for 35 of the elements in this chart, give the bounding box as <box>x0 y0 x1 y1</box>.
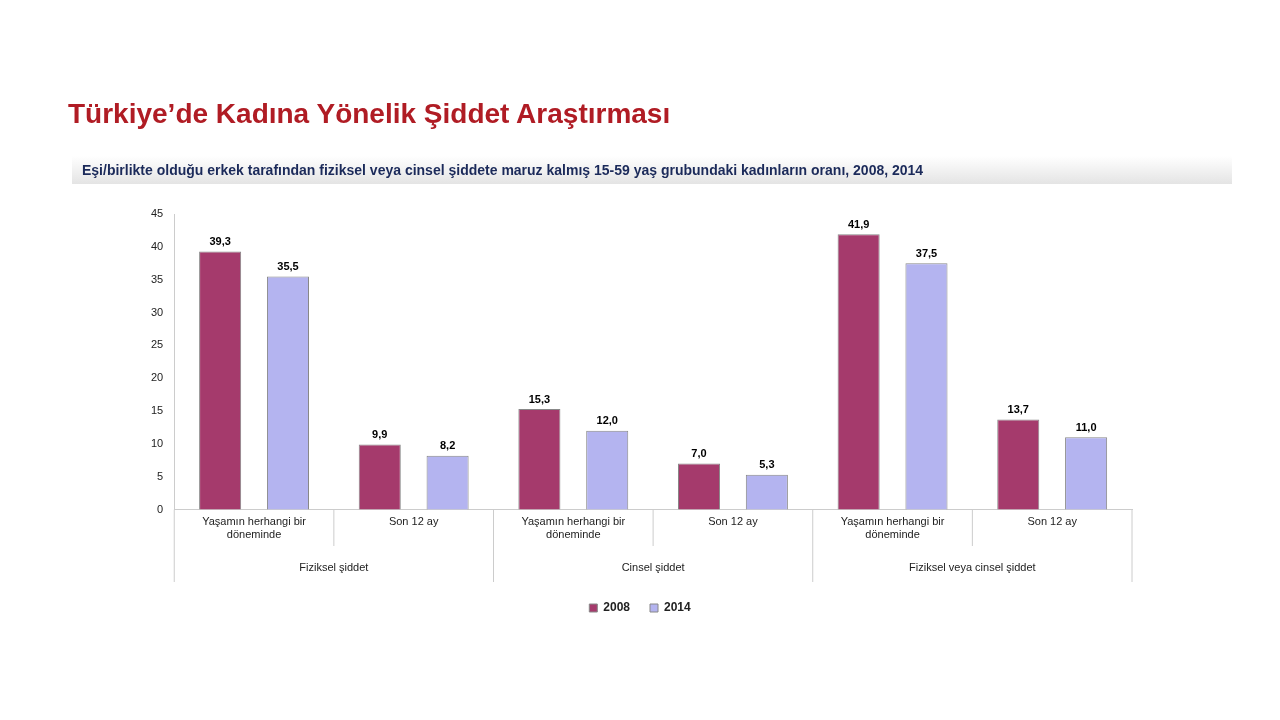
y-tick-label: 35 <box>150 272 164 285</box>
text: Fiziksel şiddet <box>299 561 369 574</box>
data-label: 12,0 <box>596 414 618 427</box>
data-label: 9,9 <box>372 428 388 441</box>
chart-title: Türkiye’de Kadına Yönelik Şiddet Araştırması <box>67 97 672 130</box>
y-tick-label: 0 <box>157 502 164 515</box>
x-tick-label: Son 12 ay <box>388 515 439 528</box>
y-tick-label: 10 <box>150 436 164 449</box>
y-tick-label: 40 <box>150 239 164 252</box>
x-tick-label: Yaşamın herhangi bir döneminde <box>202 515 307 541</box>
data-label: 41,9 <box>847 217 870 230</box>
y-tick-label: 25 <box>150 338 164 351</box>
data-label: 39,3 <box>209 234 231 247</box>
text: Fiziksel veya cinsel şiddet <box>909 561 1036 574</box>
x-tick-label: Yaşamın herhangi bir döneminde <box>840 515 945 541</box>
data-label: 11,0 <box>1075 420 1097 433</box>
data-label: 7,0 <box>691 447 707 460</box>
data-label: 5,3 <box>759 458 775 471</box>
y-tick-label: 30 <box>150 305 164 318</box>
y-tick-label: 20 <box>150 371 164 384</box>
x-tick-label: Yaşamın herhangi bir döneminde <box>521 515 626 541</box>
y-tick-label: 15 <box>150 404 164 417</box>
data-label: 37,5 <box>915 246 938 259</box>
legend-label: 2008 <box>603 600 631 615</box>
data-label: 8,2 <box>439 439 456 452</box>
x-tick-label: Son 12 ay <box>708 515 759 528</box>
x-tick-label: Son 12 ay <box>1027 515 1078 528</box>
data-label: 13,7 <box>1007 403 1029 416</box>
text: Cinsel şiddet <box>621 561 685 574</box>
y-tick-label: 5 <box>157 469 164 482</box>
chart-subtitle: Eşi/birlikte olduğu erkek tarafından fiziksel veya cinsel şiddete maruz kalmış 15-59 yaş grubundaki kadınların oranı, 2008, 2014 <box>72 156 1232 184</box>
data-label: 35,5 <box>277 259 299 272</box>
y-tick-label: 45 <box>150 207 164 220</box>
data-label: 15,3 <box>528 392 551 405</box>
legend-label: 2014 <box>664 600 692 615</box>
